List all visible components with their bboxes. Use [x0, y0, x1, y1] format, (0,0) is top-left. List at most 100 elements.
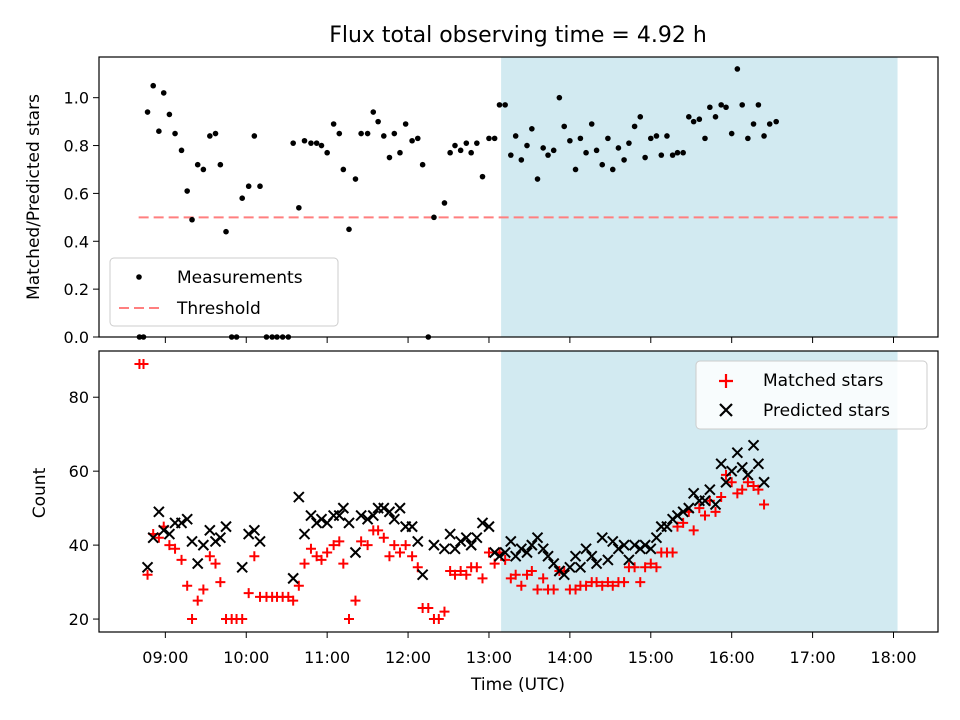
matched-star-point: [742, 477, 753, 488]
top-legend: Measurements Threshold: [109, 257, 339, 327]
matched-star-point: [694, 503, 705, 514]
measurement-point: [336, 130, 343, 137]
measurement-point: [156, 128, 162, 134]
predicted-star-point: [736, 461, 748, 474]
bottom-legend-box: [695, 360, 928, 430]
matched-star-point: [597, 580, 608, 591]
predicted-star-point: [428, 539, 440, 551]
predicted-star-point: [394, 502, 406, 514]
matched-star-point: [483, 547, 494, 558]
legend-measurements-marker: [136, 274, 142, 280]
measurement-point: [745, 135, 751, 142]
x-axis-label: Time (UTC): [470, 675, 565, 695]
predicted-star-point: [509, 550, 522, 562]
predicted-star-point: [153, 506, 165, 518]
y-tick-label: 60: [69, 462, 89, 481]
matched-star-point: [176, 554, 187, 565]
legend-matched-marker: [719, 374, 733, 388]
bottom-legend: Matched stars Predicted stars: [695, 360, 928, 430]
predicted-star-point: [454, 535, 467, 548]
measurement-point: [296, 204, 302, 211]
predicted-star-point: [242, 528, 255, 540]
matched-star-point: [423, 602, 434, 613]
predicted-star-point: [293, 491, 305, 503]
predicted-star-point: [607, 535, 619, 548]
predicted-star-point: [158, 524, 170, 537]
bottom-y-ticks: 20 40 60 80: [69, 388, 99, 629]
measurement-point: [431, 214, 437, 221]
measurement-point: [479, 173, 486, 180]
predicted-star-point: [564, 561, 576, 574]
matched-star-point: [699, 510, 710, 521]
matched-star-point: [737, 484, 748, 495]
measurement-point: [728, 130, 735, 137]
predicted-star-point: [287, 572, 299, 585]
measurement-point: [463, 140, 470, 146]
predicted-star-point: [683, 502, 695, 514]
top-axes-frame: [98, 56, 939, 338]
predicted-star-point: [612, 543, 625, 555]
matched-star-point: [182, 580, 193, 591]
y-tick-label: 80: [69, 388, 89, 407]
y-tick-label: 0.8: [64, 137, 89, 156]
measurement-point: [486, 135, 492, 142]
predicted-star-point: [580, 543, 592, 555]
predicted-star-point: [355, 509, 367, 522]
matched-star-point: [378, 532, 389, 543]
predicted-star-point: [731, 446, 744, 459]
measurement-point: [223, 228, 229, 235]
matched-star-point: [338, 558, 349, 569]
predicted-star-point: [197, 539, 210, 551]
matched-star-point: [138, 358, 149, 369]
predicted-star-point: [471, 532, 483, 544]
matched-star-point: [316, 554, 327, 565]
y-tick-label: 0.2: [64, 280, 89, 299]
measurement-point: [674, 149, 681, 156]
matched-star-point: [526, 565, 537, 576]
matched-star-point: [328, 540, 339, 551]
measurement-point: [452, 142, 458, 149]
measurement-point: [508, 152, 514, 158]
predicted-star-point: [444, 528, 456, 540]
predicted-star-point: [558, 568, 570, 581]
x-tick-label: 14:00: [547, 648, 593, 667]
predicted-star-point: [191, 557, 204, 570]
measurement-point: [761, 133, 767, 139]
measurement-point: [364, 130, 371, 137]
predicted-star-point: [476, 517, 489, 529]
predicted-star-point: [574, 561, 587, 574]
measurement-point: [419, 161, 426, 168]
matched-star-point: [471, 562, 482, 573]
predicted-star-point: [254, 535, 266, 548]
measurement-point: [773, 118, 779, 125]
matched-star-point: [305, 543, 316, 554]
predicted-star-point: [645, 543, 657, 555]
measurement-point: [409, 137, 415, 144]
predicted-star-point: [742, 469, 754, 481]
predicted-star-point: [175, 517, 188, 529]
measurement-point: [545, 152, 551, 158]
matched-star-point: [237, 614, 248, 625]
measurement-point: [750, 121, 757, 127]
matched-star-point: [607, 580, 618, 591]
measurement-point: [370, 109, 377, 115]
matched-star-point: [538, 573, 549, 584]
matched-star-point: [243, 588, 254, 599]
predicted-star-point: [315, 513, 328, 525]
matched-star-point: [591, 577, 602, 588]
measurement-point: [150, 82, 157, 89]
matched-star-point: [204, 551, 215, 562]
measurement-point: [200, 166, 207, 173]
y-tick-label: 0.6: [64, 184, 89, 203]
measurement-point: [712, 114, 719, 120]
matched-star-point: [635, 577, 646, 588]
matched-star-point: [640, 562, 651, 573]
measurement-point: [212, 130, 219, 137]
predicted-star-point: [483, 520, 495, 533]
predicted-star-point: [623, 554, 635, 566]
x-tick-label: 16:00: [709, 648, 755, 667]
x-tick-label: 12:00: [385, 648, 431, 667]
predicted-star-point: [677, 506, 689, 518]
measurement-point: [330, 121, 337, 127]
measurement-point: [686, 114, 692, 120]
